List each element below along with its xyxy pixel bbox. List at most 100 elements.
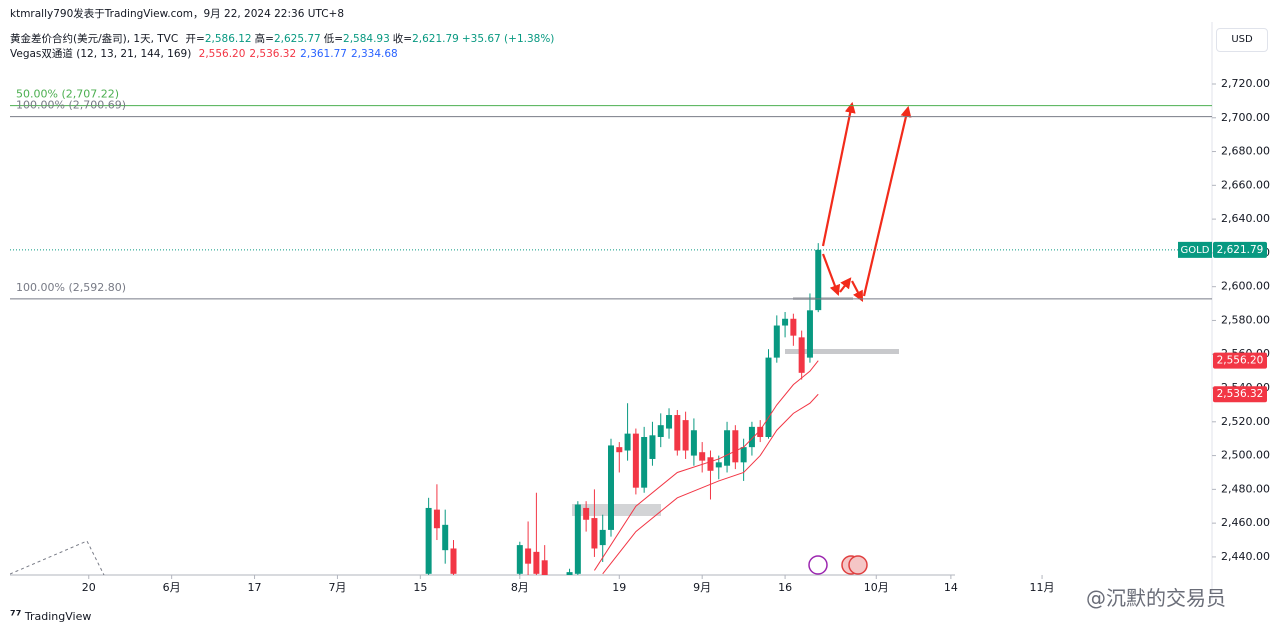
indicator-value: 2,361.77 xyxy=(300,48,347,60)
arrow xyxy=(821,253,841,297)
change: +35.67 (+1.38%) xyxy=(461,33,555,45)
candle-body xyxy=(724,430,731,466)
ohlc-label: 高= xyxy=(254,33,274,45)
x-tick-label: 17 xyxy=(248,581,262,594)
candle-body xyxy=(815,249,822,311)
event-icon[interactable] xyxy=(808,555,828,575)
currency-button[interactable]: USD xyxy=(1216,28,1268,52)
y-tick-label: 2,680.00 xyxy=(1221,145,1270,158)
symbol-badge xyxy=(1178,241,1212,258)
price-badge xyxy=(1213,386,1267,403)
y-tick-label: 2,520.00 xyxy=(1221,415,1270,428)
ohlc-value: 2,586.12 xyxy=(204,33,252,45)
candle-body xyxy=(583,507,590,520)
candle-body xyxy=(516,545,523,574)
price-badge-text: 2,621.79 xyxy=(1217,244,1264,256)
candle-body xyxy=(699,452,706,461)
candle-body xyxy=(748,426,755,448)
ohlc-value: 2,621.79 xyxy=(412,33,459,45)
candle-body xyxy=(525,548,532,564)
candle-body xyxy=(806,310,813,358)
candle-body xyxy=(674,415,681,451)
symbol: 黄金差价合约(美元/盎司), 1天, TVC xyxy=(10,33,179,45)
price-badge-text: 2,556.20 xyxy=(1217,355,1264,367)
indicator-line xyxy=(594,360,819,571)
price-badge xyxy=(1213,241,1267,258)
indicator-value: 2,556.20 xyxy=(198,48,246,60)
drawing xyxy=(10,540,105,575)
candle-body xyxy=(541,560,548,575)
candle-body xyxy=(707,457,714,471)
candle-body xyxy=(649,435,656,459)
candle-body xyxy=(682,420,689,451)
publisher: ktmrally790发表于TradingView.com，9月 22, 202… xyxy=(10,8,345,20)
ohlc-item: 低=2,584.93 xyxy=(324,33,390,45)
indicator-value: 2,334.68 xyxy=(350,48,398,60)
x-tick-label: 8月 xyxy=(511,581,529,594)
candle-body xyxy=(425,507,432,574)
candle-body xyxy=(616,447,623,453)
x-tick-label: 15 xyxy=(413,581,427,594)
candle-body xyxy=(732,430,739,463)
symbol-line: 黄金差价合约(美元/盎司), 1天, TVC 开=2,586.12 高=2,625… xyxy=(10,31,558,46)
event-icon[interactable] xyxy=(848,555,868,575)
x-tick-label: 19 xyxy=(612,581,626,594)
symbol-badge-text: GOLD xyxy=(1181,245,1210,256)
candle-body xyxy=(566,572,573,575)
candle-body xyxy=(657,425,664,438)
y-tick-label: 2,720.00 xyxy=(1221,77,1270,90)
candle-body xyxy=(442,524,449,551)
ohlc-value: 2,584.93 xyxy=(343,33,390,45)
brand: ⁷⁷ TradingView xyxy=(10,609,92,624)
indicator-value: 2,536.32 xyxy=(249,48,297,60)
x-tick-label: 7月 xyxy=(328,581,346,594)
candle-body xyxy=(765,357,772,438)
y-tick-label: 2,500.00 xyxy=(1221,449,1270,462)
candle-body xyxy=(798,337,805,373)
arrows xyxy=(821,101,912,302)
candle-body xyxy=(624,433,631,451)
candle-body xyxy=(740,447,747,463)
x-tick-label: 6月 xyxy=(163,581,181,594)
ohlc-label: 开= xyxy=(185,33,205,45)
y-tick-label: 2,700.00 xyxy=(1221,111,1270,124)
candle-body xyxy=(632,433,639,488)
price-badge xyxy=(1213,352,1267,369)
candle-body xyxy=(790,318,797,336)
candle-body xyxy=(574,504,581,574)
indicator-line xyxy=(602,393,819,575)
ohlc-item: 收=2,621.79 xyxy=(393,33,459,45)
x-tick-label: 10月 xyxy=(864,581,889,594)
candle-body xyxy=(450,548,457,574)
ohlc-value: 2,625.77 xyxy=(273,33,321,45)
candle-body xyxy=(690,430,697,456)
zone xyxy=(785,349,899,354)
level-label: 50.00% (2,707.22) xyxy=(16,88,119,101)
level-label: 100.00% (2,700.69) xyxy=(16,99,126,112)
x-tick-label: 20 xyxy=(82,581,96,594)
price-badge-text: 2,536.32 xyxy=(1217,388,1264,400)
arrow xyxy=(862,105,912,297)
y-tick-label: 2,640.00 xyxy=(1221,212,1270,225)
arrow xyxy=(839,277,852,293)
candle-body xyxy=(433,509,440,529)
candle-body xyxy=(599,529,606,546)
y-tick-label: 2,580.00 xyxy=(1221,313,1270,326)
y-tick-label: 2,600.00 xyxy=(1221,280,1270,293)
candle-body xyxy=(666,415,673,429)
candle-body xyxy=(773,325,780,358)
x-tick-label: 16 xyxy=(778,581,792,594)
candle-body xyxy=(715,462,722,468)
candle-body xyxy=(608,445,614,530)
candle-body xyxy=(591,518,598,549)
x-tick-label: 14 xyxy=(944,581,958,594)
arrow xyxy=(851,280,864,302)
y-tick-label: 2,660.00 xyxy=(1221,178,1270,191)
brand-text: TradingView xyxy=(24,610,92,623)
level-label: 100.00% (2,592.80) xyxy=(16,281,126,294)
ohlc-item: 开=2,586.12 xyxy=(186,33,252,45)
candle-body xyxy=(533,551,540,574)
ohlc-label: 收= xyxy=(392,33,413,45)
